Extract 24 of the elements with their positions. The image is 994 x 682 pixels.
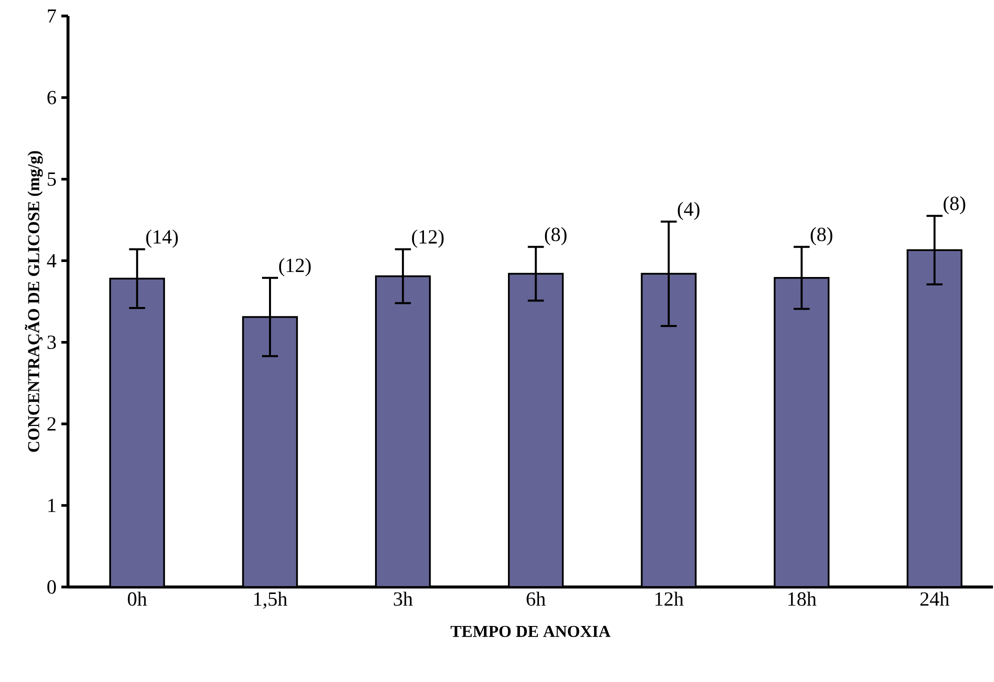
y-tick-label: 3: [48, 336, 56, 349]
y-tick-label: 6: [47, 90, 56, 104]
annotation: (12): [412, 230, 444, 248]
x-tick-label: 18h: [788, 592, 816, 606]
y-tick-label: 2: [48, 417, 56, 430]
x-axis-title: TEMPO DE ANOXIA: [450, 626, 610, 638]
annotation: (8): [944, 196, 966, 214]
annotation: (12): [279, 258, 311, 276]
x-tick-label: 1,5h: [254, 592, 288, 609]
y-tick-label: 5: [48, 172, 56, 186]
x-tick-label: 12h: [655, 592, 684, 606]
annotation: (8): [810, 227, 832, 246]
annotation: (4): [678, 202, 700, 220]
y-tick-label: 7: [48, 9, 56, 23]
x-tick-label: 24h: [920, 592, 950, 606]
y-tick-label: 0: [47, 580, 56, 594]
x-tick-label: 3h: [394, 592, 413, 606]
annotation: (8): [544, 227, 566, 246]
annotation: (14): [146, 230, 178, 248]
x-tick-label: 6h: [526, 592, 546, 606]
y-tick-label: 1: [48, 498, 56, 512]
y-axis-title: CONCENTRAÇÃO DE GLICOSE (mg/g): [24, 151, 43, 452]
y-tick-label: 4: [47, 254, 56, 268]
x-tick-label: 0h: [128, 592, 147, 606]
